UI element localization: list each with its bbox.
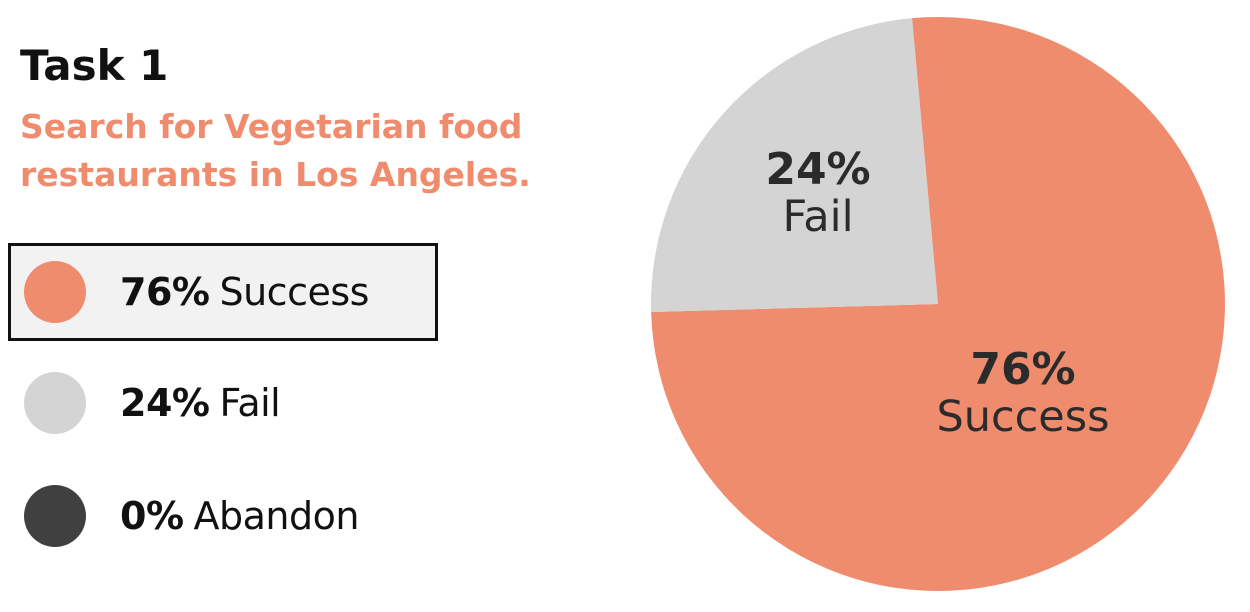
task-title: Task 1 [20, 41, 169, 90]
legend-swatch-abandon [24, 485, 86, 547]
legend-pct-abandon: 0% [120, 494, 184, 538]
pie-slice-fail[interactable] [651, 18, 938, 313]
legend-text-success: 76% Success [120, 270, 369, 314]
legend-swatch-success [24, 261, 86, 323]
legend-label-success: Success [219, 270, 369, 314]
pie-label-pct-fail: 24% [765, 144, 870, 195]
task-description-line-1: Search for Vegetarian food [20, 107, 523, 146]
legend-text-abandon: 0% Abandon [120, 494, 359, 538]
legend-item-fail[interactable]: 24% Fail [8, 354, 438, 452]
pie-label-pct-success: 76% [970, 344, 1075, 395]
pie-label-name-success: Success [936, 392, 1109, 442]
legend-swatch-fail [24, 372, 86, 434]
legend-label-abandon: Abandon [193, 494, 360, 538]
pie-slices [651, 17, 1226, 592]
legend-label-fail: Fail [219, 381, 281, 425]
legend-item-abandon[interactable]: 0% Abandon [8, 467, 438, 565]
task-description-line-2: restaurants in Los Angeles. [20, 155, 531, 194]
legend-pct-fail: 24% [120, 381, 210, 425]
task-description: Search for Vegetarian food restaurants i… [20, 103, 540, 199]
legend-item-success[interactable]: 76% Success [8, 243, 438, 341]
pie-slice-success[interactable] [651, 17, 1226, 592]
pie-label-name-fail: Fail [782, 192, 853, 242]
pie-labels: 76%Success 24%Fail [765, 144, 1109, 442]
legend-text-fail: 24% Fail [120, 381, 281, 425]
legend-pct-success: 76% [120, 270, 210, 314]
